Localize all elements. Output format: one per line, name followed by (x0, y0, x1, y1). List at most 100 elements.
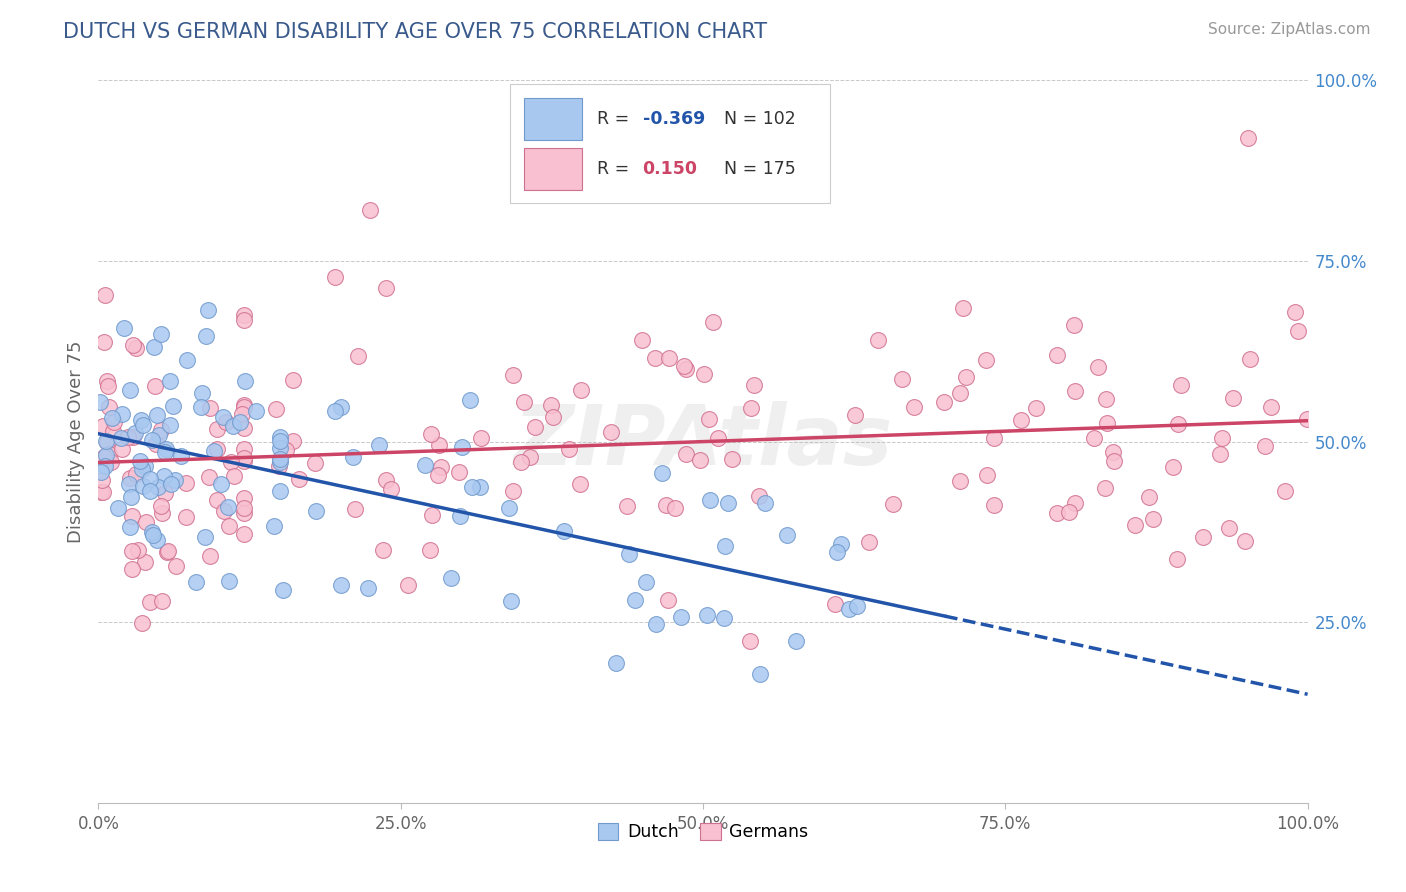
Germans (1083, 431, 1105, 445)
Germans (1211, 432, 1233, 446)
Germans (218, 518, 240, 533)
Germans (266, 402, 288, 417)
Germans (232, 454, 254, 468)
Germans (121, 509, 143, 524)
Germans (1087, 360, 1109, 375)
Germans (156, 545, 179, 559)
Dutch (651, 466, 673, 480)
Germans (215, 415, 238, 429)
Germans (1295, 412, 1317, 426)
Germans (1239, 352, 1261, 367)
Dutch (152, 468, 174, 483)
Germans (373, 543, 395, 558)
Germans (1010, 413, 1032, 427)
Germans (176, 509, 198, 524)
Germans (949, 386, 972, 401)
Germans (205, 442, 228, 456)
Dutch (342, 450, 364, 464)
Germans (983, 431, 1005, 445)
Germans (93, 450, 115, 464)
Germans (1094, 392, 1116, 407)
Dutch (89, 395, 111, 409)
Germans (1260, 400, 1282, 414)
Text: N = 102: N = 102 (724, 110, 796, 128)
Dutch (94, 434, 117, 448)
Dutch (624, 593, 647, 607)
Germans (740, 634, 762, 648)
Dutch (713, 539, 735, 553)
Dutch (470, 480, 492, 494)
Germans (502, 368, 524, 383)
Germans (976, 467, 998, 482)
Germans (91, 484, 114, 499)
Dutch (605, 656, 627, 670)
Germans (157, 544, 180, 558)
Germans (98, 400, 121, 414)
Germans (707, 431, 730, 445)
Germans (150, 499, 173, 513)
Dutch (150, 326, 173, 341)
Germans (952, 301, 974, 315)
Germans (232, 313, 254, 327)
Text: N = 175: N = 175 (724, 161, 796, 178)
Germans (776, 182, 799, 196)
Dutch (110, 430, 132, 444)
Germans (631, 333, 654, 347)
Germans (267, 459, 290, 474)
Dutch (120, 520, 142, 534)
Dutch (449, 508, 471, 523)
Germans (721, 451, 744, 466)
Dutch (139, 484, 162, 499)
Dutch (269, 434, 291, 448)
Germans (558, 442, 581, 457)
Germans (232, 421, 254, 435)
Germans (143, 379, 166, 393)
Germans (742, 377, 765, 392)
Dutch (499, 594, 522, 608)
Germans (470, 431, 492, 445)
Germans (1125, 517, 1147, 532)
Dutch (132, 479, 155, 493)
Germans (121, 562, 143, 576)
Germans (111, 442, 134, 456)
Germans (748, 489, 770, 503)
Germans (1208, 447, 1230, 461)
Dutch (269, 429, 291, 443)
Dutch (461, 480, 484, 494)
FancyBboxPatch shape (524, 97, 582, 139)
Germans (343, 501, 366, 516)
Germans (145, 436, 167, 450)
Germans (139, 595, 162, 609)
Dutch (148, 428, 170, 442)
Germans (657, 593, 679, 607)
Germans (1064, 496, 1087, 510)
Germans (198, 401, 221, 415)
Germans (858, 535, 880, 549)
Dutch (197, 303, 219, 318)
Germans (304, 456, 326, 470)
Germans (1218, 521, 1240, 535)
Germans (93, 419, 115, 434)
Germans (396, 578, 419, 592)
Germans (427, 438, 450, 452)
Dutch (305, 504, 328, 518)
Germans (882, 497, 904, 511)
Germans (288, 472, 311, 486)
Dutch (159, 417, 181, 432)
Dutch (162, 399, 184, 413)
Text: DUTCH VS GERMAN DISABILITY AGE OVER 75 CORRELATION CHART: DUTCH VS GERMAN DISABILITY AGE OVER 75 C… (63, 22, 768, 42)
Text: R =: R = (596, 110, 634, 128)
Dutch (785, 634, 807, 648)
Germans (150, 594, 173, 608)
Germans (96, 434, 118, 449)
Germans (664, 501, 686, 516)
Germans (232, 401, 254, 415)
Dutch (120, 491, 142, 505)
Germans (983, 498, 1005, 512)
Dutch (269, 451, 291, 466)
Dutch (155, 442, 177, 457)
Germans (427, 468, 450, 483)
Germans (1101, 445, 1123, 459)
Germans (1046, 507, 1069, 521)
Dutch (754, 496, 776, 510)
